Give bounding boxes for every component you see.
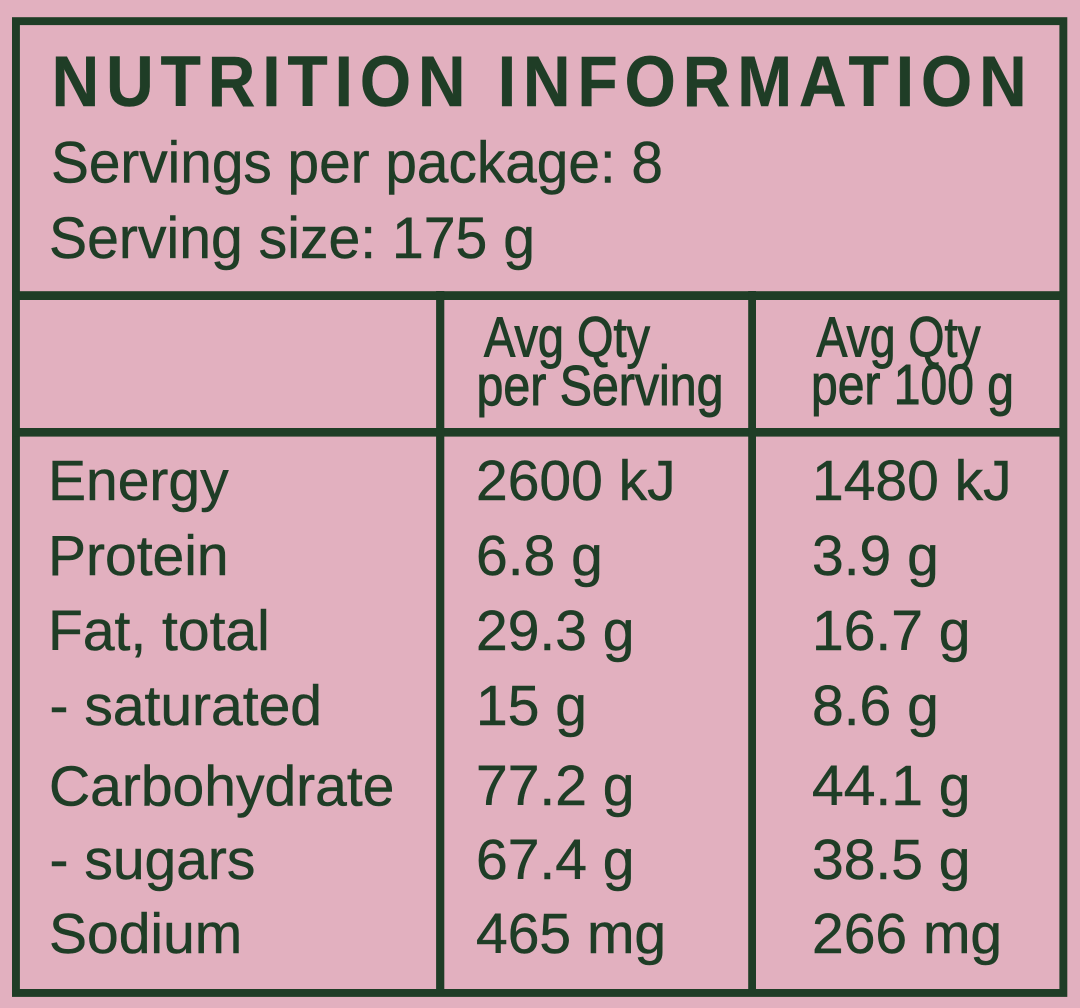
svg-text:15 g: 15 g	[476, 674, 587, 738]
svg-text:2600 kJ: 2600 kJ	[476, 449, 676, 513]
svg-text:- saturated: - saturated	[50, 674, 322, 738]
svg-text:1480 kJ: 1480 kJ	[812, 449, 1012, 513]
svg-text:465 mg: 465 mg	[476, 902, 666, 966]
svg-text:per 100 g: per 100 g	[811, 353, 1014, 417]
svg-text:- sugars: - sugars	[50, 828, 256, 892]
svg-text:67.4 g: 67.4 g	[476, 828, 634, 892]
svg-text:Protein: Protein	[48, 524, 229, 588]
svg-text:8.6 g: 8.6 g	[812, 674, 939, 738]
svg-text:Fat, total: Fat, total	[48, 599, 270, 663]
svg-text:per Serving: per Serving	[477, 354, 724, 418]
svg-text:Sodium: Sodium	[49, 902, 242, 966]
svg-text:Avg Qty: Avg Qty	[817, 306, 981, 370]
svg-text:16.7 g: 16.7 g	[812, 599, 970, 663]
svg-text:3.9 g: 3.9 g	[812, 524, 939, 588]
svg-text:44.1 g: 44.1 g	[812, 754, 970, 818]
svg-text:Carbohydrate: Carbohydrate	[49, 755, 394, 819]
svg-text:6.8 g: 6.8 g	[476, 524, 603, 588]
svg-text:Avg Qty: Avg Qty	[484, 306, 650, 370]
svg-text:Servings per package: 8: Servings per package: 8	[51, 131, 663, 196]
svg-text:Serving size: 175 g: Serving size: 175 g	[49, 206, 535, 271]
svg-text:Energy: Energy	[48, 449, 229, 513]
svg-text:266 mg: 266 mg	[812, 902, 1002, 966]
svg-text:NUTRITION INFORMATION: NUTRITION INFORMATION	[52, 43, 1034, 122]
svg-text:38.5 g: 38.5 g	[812, 828, 970, 892]
svg-text:77.2 g: 77.2 g	[476, 754, 634, 818]
svg-text:29.3 g: 29.3 g	[476, 599, 634, 663]
